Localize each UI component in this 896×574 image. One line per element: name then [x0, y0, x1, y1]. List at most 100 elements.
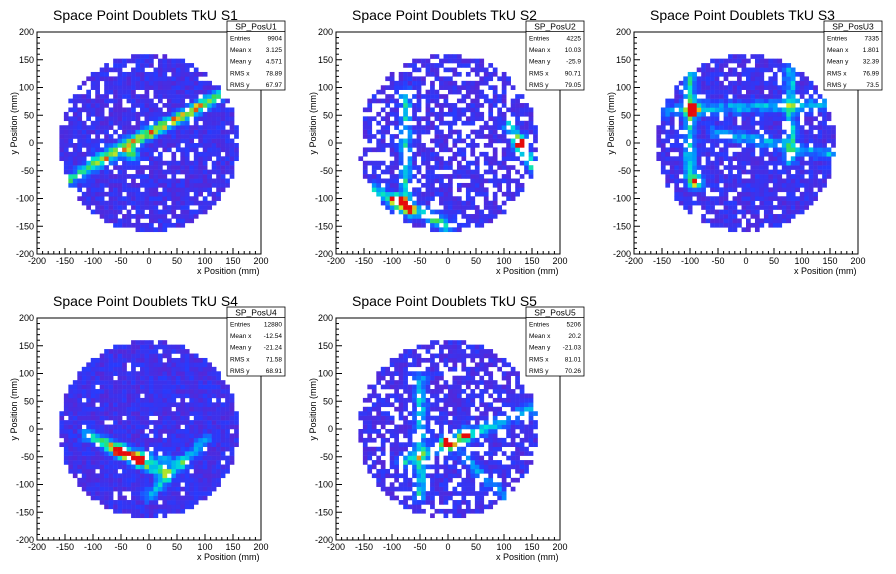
heatmap-bin — [149, 151, 154, 157]
heatmap-bin — [443, 209, 449, 215]
heatmap-bin — [211, 442, 217, 448]
heatmap-bin — [144, 222, 150, 228]
heatmap-bin — [403, 187, 408, 193]
heatmap-bin — [135, 389, 141, 394]
heatmap-bin — [371, 460, 377, 465]
heatmap-bin — [131, 58, 136, 64]
heatmap-bin — [763, 85, 769, 90]
heatmap-bin — [790, 209, 796, 215]
heatmap-bin — [162, 143, 168, 148]
heatmap-bin — [786, 85, 792, 90]
heatmap-bin — [99, 357, 105, 363]
heatmap-bin — [786, 107, 792, 113]
heatmap-bin — [90, 80, 96, 86]
heatmap-bin — [362, 134, 368, 139]
heatmap-bin — [754, 205, 760, 210]
heatmap-bin — [184, 366, 190, 372]
heatmap-bin — [166, 98, 172, 104]
heatmap-bin — [497, 187, 503, 193]
heatmap-bin — [144, 54, 150, 59]
heatmap-bin — [144, 468, 150, 474]
heatmap-bin — [131, 411, 136, 416]
heatmap-bin — [817, 134, 823, 139]
heatmap-bin — [808, 174, 814, 179]
heatmap-bin — [175, 415, 181, 421]
heatmap-bin — [104, 353, 109, 359]
heatmap-bin — [166, 344, 172, 350]
heatmap-bin — [501, 178, 507, 184]
heatmap-bin — [81, 200, 87, 206]
heatmap-bin — [768, 85, 774, 90]
heatmap-bin — [193, 468, 199, 474]
heatmap-bin — [135, 460, 141, 465]
heatmap-bin — [86, 160, 92, 166]
heatmap-bin — [144, 357, 150, 363]
heatmap-bin — [394, 187, 399, 193]
heatmap-bin — [175, 384, 181, 390]
heatmap-bin — [439, 174, 444, 179]
heatmap-bin — [117, 420, 123, 425]
heatmap-bin — [220, 424, 226, 430]
heatmap-bin — [157, 389, 163, 394]
heatmap-bin — [104, 94, 109, 99]
heatmap-bin — [795, 138, 801, 144]
heatmap-bin — [153, 420, 159, 425]
heatmap-bin — [371, 389, 377, 394]
heatmap-bin — [678, 111, 684, 117]
heatmap-bin — [207, 460, 212, 465]
heatmap-bin — [465, 160, 471, 166]
heatmap-bin — [225, 442, 230, 448]
heatmap-bin — [768, 111, 774, 117]
heatmap-bin — [817, 156, 823, 162]
heatmap-bin — [81, 129, 87, 135]
heatmap-bin — [389, 473, 395, 479]
heatmap-bin — [220, 147, 226, 153]
heatmap-bin — [193, 495, 199, 501]
heatmap-bin — [184, 433, 190, 439]
heatmap-bin — [817, 107, 823, 113]
heatmap-bin — [99, 424, 105, 430]
heatmap-bin — [184, 446, 190, 452]
heatmap-bin — [439, 80, 444, 86]
heatmap-bin — [394, 85, 399, 90]
heatmap-bin — [804, 103, 809, 108]
heatmap-bin — [674, 165, 680, 170]
heatmap-bin — [723, 218, 729, 224]
heatmap-bin — [99, 451, 105, 456]
heatmap-bin — [456, 58, 462, 64]
heatmap-bin — [140, 147, 145, 153]
heatmap-bin — [416, 209, 422, 215]
heatmap-bin — [140, 371, 145, 376]
heatmap-bin — [184, 477, 190, 483]
heatmap-bin — [371, 147, 377, 153]
heatmap-bin — [122, 508, 127, 514]
heatmap-bin — [220, 442, 226, 448]
heatmap-bin — [696, 116, 702, 122]
heatmap-bin — [759, 98, 765, 104]
heatmap-bin — [528, 120, 534, 126]
heatmap-bin — [108, 218, 114, 224]
heatmap-bin — [234, 156, 239, 162]
heatmap-bin — [162, 442, 168, 448]
heatmap-bin — [202, 429, 208, 434]
heatmap-bin — [723, 116, 729, 122]
heatmap-bin — [77, 393, 83, 399]
heatmap-bin — [175, 424, 181, 430]
heatmap-bin — [746, 147, 751, 153]
heatmap-bin — [665, 174, 671, 179]
heatmap-bin — [683, 125, 689, 130]
heatmap-bin — [362, 165, 368, 170]
heatmap-bin — [669, 147, 675, 153]
heatmap-bin — [108, 85, 114, 90]
heatmap-bin — [768, 209, 774, 215]
heatmap-bin — [157, 429, 163, 434]
heatmap-bin — [211, 411, 217, 416]
heatmap-bin — [380, 116, 386, 122]
heatmap-bin — [452, 196, 458, 201]
heatmap-bin — [763, 120, 769, 126]
heatmap-bin — [180, 129, 186, 135]
heatmap-bin — [95, 71, 100, 77]
heatmap-bin — [140, 442, 145, 448]
heatmap-bin — [122, 437, 127, 443]
heatmap-bin — [452, 58, 458, 64]
